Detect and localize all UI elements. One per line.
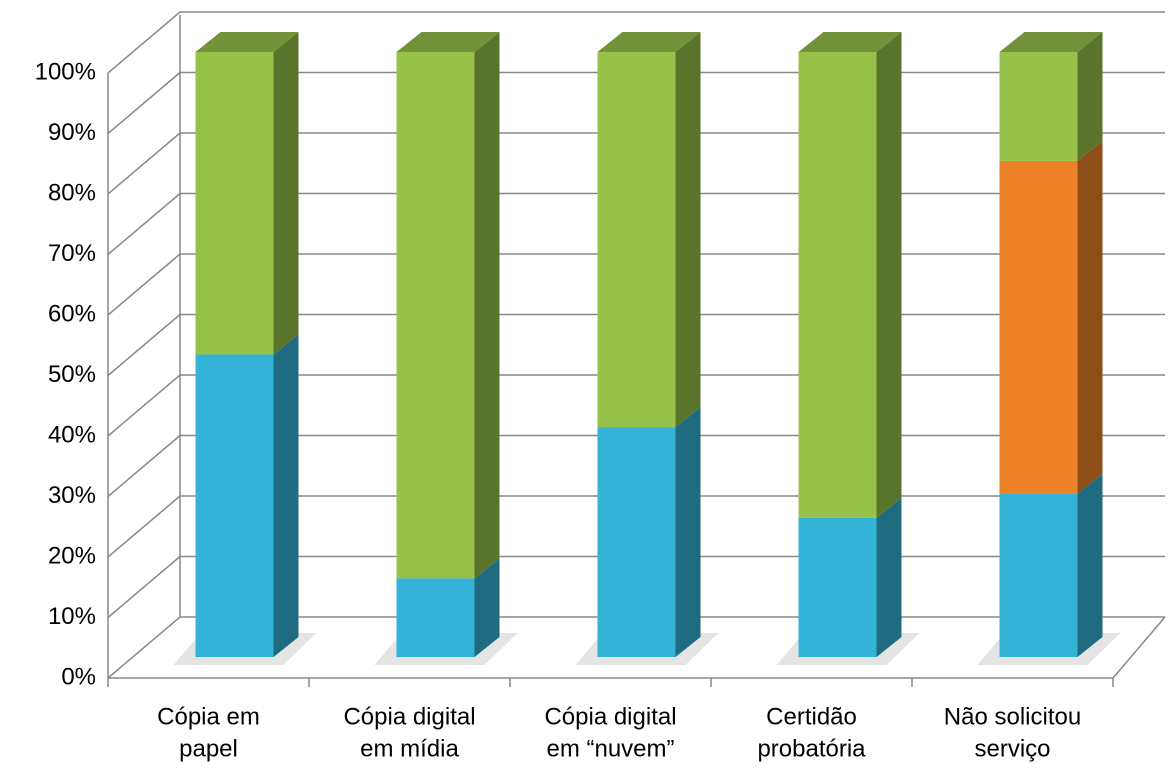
bar-segment-side — [675, 32, 701, 428]
bar-segment-side — [876, 497, 902, 657]
floor-edge — [1112, 616, 1166, 679]
bar-segment-side — [1077, 473, 1103, 657]
bar-segment — [999, 493, 1078, 657]
x-tick-label: Certidão — [766, 703, 857, 730]
bar-segment — [195, 354, 274, 657]
bar-segment — [195, 52, 274, 355]
y-tick-label: 100% — [35, 58, 96, 85]
bar-segment — [999, 160, 1078, 494]
y-tick-label: 0% — [61, 663, 96, 690]
bar-top — [597, 32, 701, 52]
y-tick-label: 40% — [48, 421, 96, 448]
bar-segment — [597, 427, 676, 657]
bar-top — [396, 32, 500, 52]
bar-segment-side — [1077, 32, 1103, 161]
x-tick-label: serviço — [974, 735, 1050, 762]
bar-segment — [597, 52, 676, 428]
bar-segment — [396, 52, 475, 579]
x-tick-label: Cópia em — [157, 703, 260, 730]
y-tick-label: 60% — [48, 300, 96, 327]
bar-segment-side — [474, 32, 500, 579]
x-tick-label: em mídia — [360, 735, 459, 762]
bar-segment-side — [876, 32, 902, 518]
x-tick-label: Não solicitou — [944, 703, 1081, 730]
y-tick-label: 80% — [48, 179, 96, 206]
y-tick-label: 20% — [48, 542, 96, 569]
bar-segment-side — [474, 558, 500, 657]
x-tick-label: Cópia digital — [343, 703, 475, 730]
bar-segment — [396, 578, 475, 657]
x-tick-label: papel — [179, 735, 238, 762]
bar-segment — [798, 517, 877, 657]
bar-top — [195, 32, 299, 52]
bar-segment-side — [675, 407, 701, 657]
bar-segment-side — [273, 334, 299, 657]
y-tick-label: 70% — [48, 240, 96, 267]
bar-top — [999, 32, 1103, 52]
y-tick-label: 50% — [48, 361, 96, 388]
x-tick-label: Cópia digital — [544, 703, 676, 730]
y-tick-label: 90% — [48, 119, 96, 146]
bar-segment — [798, 52, 877, 518]
x-tick-label: probatória — [757, 735, 866, 762]
y-tick-label: 30% — [48, 482, 96, 509]
bar-segment-side — [1077, 140, 1103, 494]
bar-segment — [999, 52, 1078, 161]
bar-segment-side — [273, 32, 299, 355]
y-tick-label: 10% — [48, 603, 96, 630]
x-tick-label: em “nuvem” — [546, 735, 674, 762]
grid-line — [107, 11, 1165, 74]
bar-top — [798, 32, 902, 52]
